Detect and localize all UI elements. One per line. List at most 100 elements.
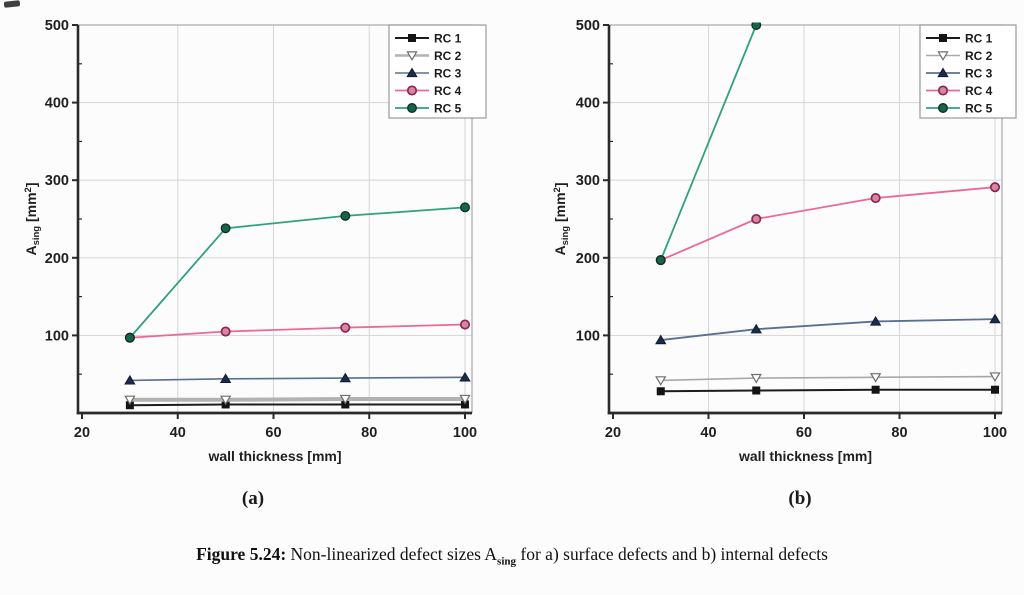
marker-triangle-up	[124, 374, 136, 385]
x-axis-title: wall thickness [mm]	[738, 448, 872, 464]
panel-label-b: (b)	[788, 488, 812, 509]
caption-label: Figure 5.24:	[196, 544, 287, 564]
x-tick-label: 60	[265, 425, 281, 441]
chart-panel-a: 20 40 60 80 100 100 200 300 400 500 wall thickness…	[0, 0, 512, 480]
marker-circle	[124, 332, 135, 343]
marker-triangle-up	[339, 372, 352, 383]
marker-triangle-down	[655, 376, 667, 386]
marker-circle-open	[937, 85, 949, 96]
series-line-rc-4	[129, 323, 466, 339]
y-tick-label: 100	[576, 328, 600, 344]
series-line-rc-4	[660, 186, 996, 261]
legend-box	[919, 24, 1017, 119]
series-line-rc-3	[660, 318, 996, 341]
y-tick-label: 300	[45, 173, 69, 189]
marker-circle-open	[459, 319, 471, 330]
series-group	[655, 22, 1001, 396]
panel-label-a: (a)	[241, 488, 265, 509]
series-line-rc-5	[129, 206, 466, 339]
marker-triangle-down	[750, 373, 762, 384]
legend-label: RC 2	[965, 49, 993, 63]
marker-circle	[340, 210, 351, 221]
series-line-rc-2	[129, 397, 465, 402]
x-tick-label: 20	[74, 425, 90, 441]
legend-label: RC 3	[965, 67, 993, 81]
marker-square	[991, 385, 999, 394]
marker-circle	[751, 22, 762, 30]
marker-circle-open	[989, 182, 1001, 193]
marker-circle-open	[220, 326, 231, 337]
legend-label: RC 1	[434, 32, 462, 46]
marker-circle-open	[870, 192, 881, 204]
caption-text-rest: for a) surface defects and b) internal d…	[516, 544, 828, 564]
y-tick-label: 100	[45, 328, 69, 344]
line-chart-surface-defects: 20 40 60 80 100 100 200 300 400 500 wall thickness…	[23, 18, 487, 464]
y-tick-label: 200	[45, 251, 69, 267]
x-tick-label: 40	[700, 425, 716, 441]
series-group	[124, 202, 471, 410]
caption-text: Non-linearized defect sizes A	[286, 544, 498, 564]
marker-triangle-up	[869, 315, 882, 326]
y-tick-label: 400	[576, 96, 600, 112]
x-tick-label: 20	[605, 425, 621, 441]
marker-circle	[220, 223, 231, 234]
y-tick-label: 200	[576, 251, 600, 267]
marker-square	[871, 385, 880, 394]
legend-label: RC 5	[965, 102, 993, 116]
marker-circle	[407, 103, 417, 113]
x-tick-label: 80	[891, 425, 907, 441]
marker-square	[408, 34, 416, 42]
marker-circle	[938, 103, 948, 113]
marker-triangle-down	[459, 394, 471, 405]
marker-circle	[460, 202, 470, 213]
marker-triangle-up	[219, 373, 232, 384]
chart-panel-b: 20 40 60 80 100 100 200 300 400 500 wall thickness…	[512, 0, 1024, 480]
legend-label: RC 3	[434, 67, 462, 81]
marker-triangle-down	[989, 372, 1001, 383]
x-tick-label: 60	[796, 425, 812, 441]
y-tick-label: 500	[45, 18, 69, 34]
marker-triangle-down	[406, 51, 418, 61]
marker-square	[752, 386, 761, 395]
caption-subscript: sing	[497, 555, 517, 568]
x-axis-title: wall thickness [mm]	[207, 448, 341, 464]
marker-triangle-up	[459, 371, 471, 382]
legend-label: RC 2	[434, 49, 462, 63]
y-axis-title: Asing [mm2]	[23, 182, 42, 255]
marker-triangle-up	[750, 323, 762, 334]
marker-square	[939, 34, 947, 42]
x-tick-label: 100	[983, 425, 1007, 441]
series-line-rc-5	[659, 24, 758, 261]
legend-box	[388, 24, 487, 119]
marker-triangle-down	[124, 395, 136, 406]
y-tick-label: 400	[45, 96, 69, 112]
marker-triangle-up	[655, 334, 667, 345]
x-tick-label: 40	[170, 425, 186, 441]
legend-label: RC 5	[434, 102, 462, 116]
marker-triangle-down	[937, 51, 949, 61]
x-tick-label: 100	[453, 425, 477, 441]
series-line-rc-2	[660, 375, 996, 382]
marker-triangle-up	[989, 313, 1001, 324]
legend-label: RC 1	[965, 32, 993, 46]
marker-circle-open	[340, 322, 351, 333]
legend-label: RC 4	[434, 84, 462, 98]
marker-triangle-up	[937, 67, 949, 78]
series-line-rc-1	[129, 403, 465, 407]
y-tick-label: 500	[576, 18, 600, 34]
marker-circle	[655, 255, 666, 266]
x-tick-label: 80	[361, 425, 377, 441]
y-axis-title: Asing [mm2]	[552, 182, 571, 255]
series-line-rc-1	[660, 388, 995, 393]
marker-circle-open	[751, 213, 762, 225]
figure-caption: Figure 5.24: Non-linearized defect sizes…	[0, 544, 1024, 568]
legend-label: RC 4	[965, 84, 993, 98]
y-tick-label: 300	[576, 173, 600, 189]
marker-triangle-down	[339, 394, 351, 405]
marker-circle-open	[406, 85, 418, 96]
series-line-rc-3	[129, 376, 466, 382]
marker-triangle-down	[869, 373, 882, 383]
marker-square	[656, 387, 665, 396]
line-chart-internal-defects: 20 40 60 80 100 100 200 300 400 500 wall thickness…	[552, 18, 1017, 464]
